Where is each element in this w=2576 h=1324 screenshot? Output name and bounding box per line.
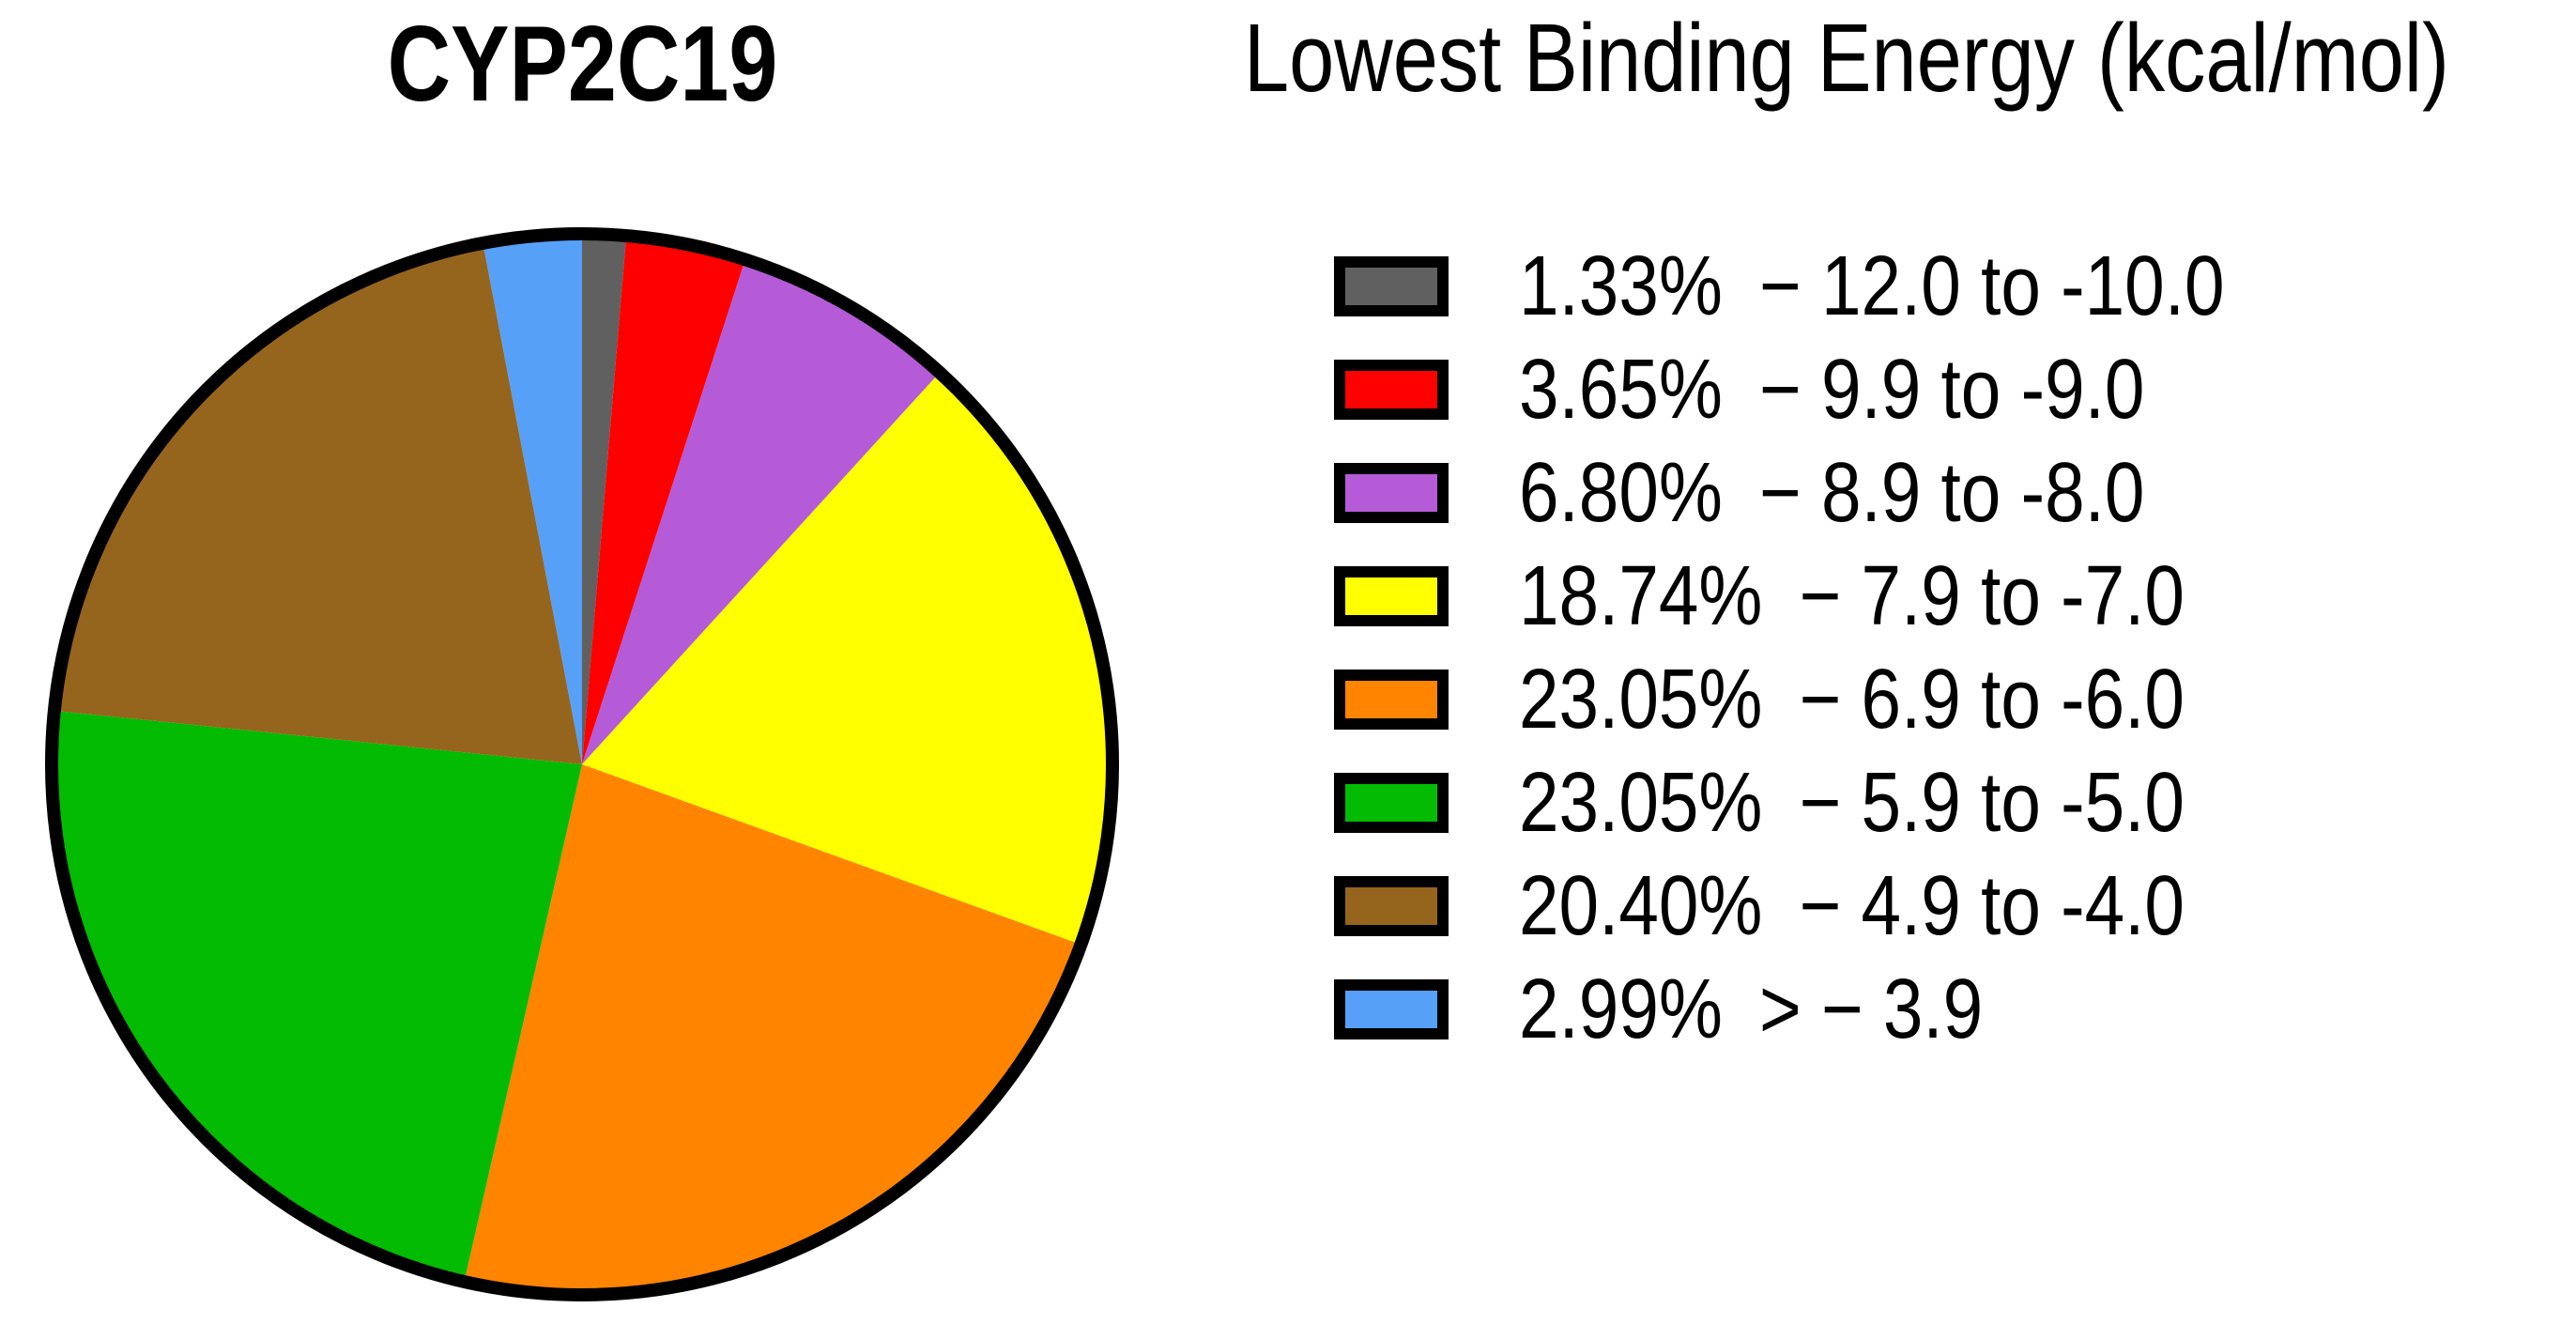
legend-pct: 1.33% bbox=[1519, 239, 1723, 333]
legend-range: − 6.9 to -6.0 bbox=[1799, 653, 2185, 747]
chart-title: CYP2C19 bbox=[244, 11, 920, 118]
legend-title: Lowest Binding Energy (kcal/mol) bbox=[1244, 4, 2449, 112]
legend-row: 6.80% − 8.9 to -8.0 bbox=[1334, 441, 2349, 545]
legend: 1.33% − 12.0 to -10.0 3.65% − 9.9 to -9.0 … bbox=[1334, 235, 2349, 1061]
legend-pct: 23.05% bbox=[1519, 756, 1763, 850]
legend-label: 3.65% − 9.9 to -9.0 bbox=[1519, 347, 2144, 432]
legend-pct: 2.99% bbox=[1519, 962, 1723, 1056]
legend-range: − 9.9 to -9.0 bbox=[1759, 343, 2145, 437]
legend-range: − 4.9 to -4.0 bbox=[1799, 859, 2185, 953]
legend-label: 2.99% > − 3.9 bbox=[1519, 967, 1983, 1052]
legend-pct: 20.40% bbox=[1519, 859, 1763, 953]
legend-swatch-purple bbox=[1334, 463, 1449, 523]
legend-label: 23.05% − 5.9 to -5.0 bbox=[1519, 761, 2185, 845]
pie-slice-gray bbox=[582, 234, 627, 764]
legend-label: 6.80% − 8.9 to -8.0 bbox=[1519, 451, 2144, 535]
legend-swatch-blue bbox=[1334, 979, 1449, 1039]
legend-label: 1.33% − 12.0 to -10.0 bbox=[1519, 244, 2225, 329]
pie-chart bbox=[45, 227, 1119, 1301]
legend-swatch-green bbox=[1334, 773, 1449, 833]
legend-range: > − 3.9 bbox=[1759, 962, 1984, 1056]
chart-title-text: CYP2C19 bbox=[387, 5, 777, 124]
legend-row: 18.74% − 7.9 to -7.0 bbox=[1334, 545, 2349, 648]
legend-row: 23.05% − 6.9 to -6.0 bbox=[1334, 648, 2349, 751]
legend-swatch-gray bbox=[1334, 256, 1449, 316]
legend-pct: 6.80% bbox=[1519, 446, 1723, 540]
legend-range: − 5.9 to -5.0 bbox=[1799, 756, 2185, 850]
legend-range: − 12.0 to -10.0 bbox=[1759, 239, 2225, 333]
legend-range: − 8.9 to -8.0 bbox=[1759, 446, 2145, 540]
pie-slice-yellow bbox=[582, 372, 1112, 945]
legend-row: 2.99% > − 3.9 bbox=[1334, 958, 2349, 1061]
pie-slice-red bbox=[582, 235, 745, 765]
legend-row: 1.33% − 12.0 to -10.0 bbox=[1334, 235, 2349, 338]
legend-label: 20.40% − 4.9 to -4.0 bbox=[1519, 864, 2185, 948]
pie-slice-purple bbox=[582, 259, 941, 764]
legend-range: − 7.9 to -7.0 bbox=[1799, 549, 2185, 643]
pie-slice-blue bbox=[483, 234, 582, 764]
legend-pct: 23.05% bbox=[1519, 653, 1763, 747]
legend-row: 3.65% − 9.9 to -9.0 bbox=[1334, 338, 2349, 441]
legend-row: 23.05% − 5.9 to -5.0 bbox=[1334, 751, 2349, 854]
legend-label: 18.74% − 7.9 to -7.0 bbox=[1519, 554, 2185, 639]
legend-swatch-red bbox=[1334, 360, 1449, 420]
pie-slice-brown bbox=[54, 242, 582, 764]
legend-swatch-orange bbox=[1334, 670, 1449, 730]
legend-row: 20.40% − 4.9 to -4.0 bbox=[1334, 854, 2349, 958]
legend-pct: 18.74% bbox=[1519, 549, 1763, 643]
legend-swatch-brown bbox=[1334, 876, 1449, 936]
legend-pct: 3.65% bbox=[1519, 343, 1723, 437]
pie-slice-green bbox=[52, 710, 582, 1282]
legend-label: 23.05% − 6.9 to -6.0 bbox=[1519, 657, 2185, 742]
legend-swatch-yellow bbox=[1334, 566, 1449, 626]
pie-outline bbox=[45, 227, 1119, 1301]
